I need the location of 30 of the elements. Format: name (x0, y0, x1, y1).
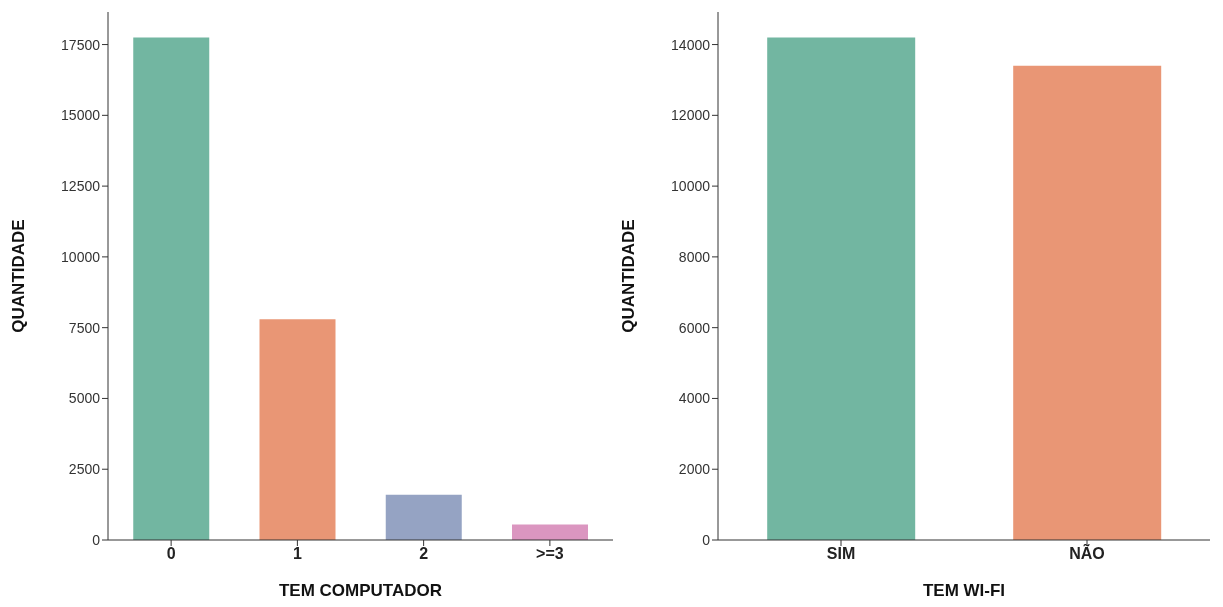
y-axis-title: QUANTIDADE (9, 219, 29, 333)
x-tick-label: 0 (166, 545, 176, 563)
y-tick-label: 10000 (671, 178, 711, 195)
x-axis-title: TEM WI-FI (922, 581, 1006, 600)
y-tick-label: 10000 (61, 248, 101, 265)
y-tick-label: 7500 (68, 319, 101, 336)
y-tick-label: 5000 (68, 390, 101, 407)
x-axis-title: TEM COMPUTADOR (278, 581, 443, 600)
y-tick-label: 2000 (678, 461, 711, 478)
y-tick-label: 12500 (61, 178, 101, 195)
y-axis-title: QUANTIDADE (619, 219, 639, 333)
y-tick-label: 15000 (61, 107, 101, 124)
y-tick-label: 4000 (678, 390, 711, 407)
y-tick-label: 0 (92, 531, 101, 548)
x-tick-label: 2 (419, 545, 429, 563)
bar (259, 319, 336, 540)
bar (385, 494, 462, 540)
x-tick-label: NÃO (1069, 543, 1105, 563)
bar (133, 37, 210, 540)
x-tick-label: >=3 (536, 545, 564, 563)
y-tick-label: 6000 (678, 319, 711, 336)
y-tick-label: 12000 (671, 107, 711, 124)
y-tick-label: 14000 (671, 36, 711, 53)
x-tick-label: SIM (826, 545, 856, 563)
x-tick-label: 1 (292, 545, 302, 563)
bar (512, 524, 588, 540)
y-tick-label: 8000 (678, 248, 711, 265)
y-tick-label: 0 (702, 531, 711, 548)
y-tick-label: 17500 (61, 36, 101, 53)
y-tick-label: 2500 (68, 461, 101, 478)
